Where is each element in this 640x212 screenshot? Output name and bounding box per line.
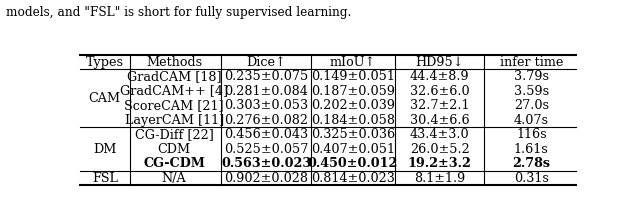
Text: 0.525±0.057: 0.525±0.057 xyxy=(224,143,308,156)
Text: 0.814±0.023: 0.814±0.023 xyxy=(311,172,395,185)
Text: 27.0s: 27.0s xyxy=(514,99,549,112)
Text: Methods: Methods xyxy=(146,56,202,68)
Text: LayerCAM [11]: LayerCAM [11] xyxy=(125,114,224,127)
Text: 44.4±8.9: 44.4±8.9 xyxy=(410,70,469,83)
Text: Types: Types xyxy=(86,56,124,68)
Text: 0.202±0.039: 0.202±0.039 xyxy=(311,99,395,112)
Text: models, and "FSL" is short for fully supervised learning.: models, and "FSL" is short for fully sup… xyxy=(6,6,352,19)
Text: GradCAM [18]: GradCAM [18] xyxy=(127,70,221,83)
Text: 0.276±0.082: 0.276±0.082 xyxy=(224,114,308,127)
Text: CG-CDM: CG-CDM xyxy=(143,157,205,170)
Text: GradCAM++ [4]: GradCAM++ [4] xyxy=(120,85,228,98)
Text: 19.2±3.2: 19.2±3.2 xyxy=(408,157,472,170)
Text: 0.563±0.023: 0.563±0.023 xyxy=(221,157,311,170)
Text: 32.6±6.0: 32.6±6.0 xyxy=(410,85,469,98)
Text: 0.187±0.059: 0.187±0.059 xyxy=(311,85,395,98)
Text: 30.4±6.6: 30.4±6.6 xyxy=(410,114,469,127)
Text: CAM: CAM xyxy=(89,92,121,105)
Text: 116s: 116s xyxy=(516,128,547,141)
Text: mIoU↑: mIoU↑ xyxy=(330,56,376,68)
Text: HD95↓: HD95↓ xyxy=(415,56,464,68)
Text: 3.59s: 3.59s xyxy=(514,85,549,98)
Text: 32.7±2.1: 32.7±2.1 xyxy=(410,99,469,112)
Text: 0.450±0.012: 0.450±0.012 xyxy=(308,157,398,170)
Text: DM: DM xyxy=(93,143,116,156)
Text: 3.79s: 3.79s xyxy=(514,70,549,83)
Text: 1.61s: 1.61s xyxy=(514,143,548,156)
Text: ScoreCAM [21]: ScoreCAM [21] xyxy=(124,99,224,112)
Text: N/A: N/A xyxy=(162,172,187,185)
Text: 0.902±0.028: 0.902±0.028 xyxy=(224,172,308,185)
Text: 0.31s: 0.31s xyxy=(514,172,548,185)
Text: 43.4±3.0: 43.4±3.0 xyxy=(410,128,469,141)
Text: 0.235±0.075: 0.235±0.075 xyxy=(224,70,308,83)
Text: CDM: CDM xyxy=(157,143,191,156)
Text: Dice↑: Dice↑ xyxy=(246,56,286,68)
Text: 0.303±0.053: 0.303±0.053 xyxy=(224,99,308,112)
Text: 4.07s: 4.07s xyxy=(514,114,549,127)
Text: 8.1±1.9: 8.1±1.9 xyxy=(414,172,465,185)
Text: 0.281±0.084: 0.281±0.084 xyxy=(224,85,308,98)
Text: 0.325±0.036: 0.325±0.036 xyxy=(311,128,395,141)
Text: 0.407±0.051: 0.407±0.051 xyxy=(311,143,395,156)
Text: 26.0±5.2: 26.0±5.2 xyxy=(410,143,470,156)
Text: infer time: infer time xyxy=(500,56,563,68)
Text: 2.78s: 2.78s xyxy=(513,157,550,170)
Text: CG-Diff [22]: CG-Diff [22] xyxy=(135,128,214,141)
Text: FSL: FSL xyxy=(92,172,118,185)
Text: 0.456±0.043: 0.456±0.043 xyxy=(224,128,308,141)
Text: 0.149±0.051: 0.149±0.051 xyxy=(311,70,395,83)
Text: 0.184±0.058: 0.184±0.058 xyxy=(311,114,395,127)
